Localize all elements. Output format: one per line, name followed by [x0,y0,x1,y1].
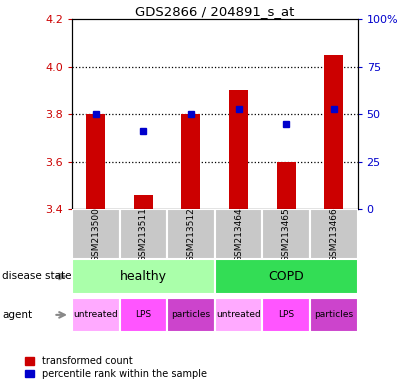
Bar [215,209,262,259]
Text: GSM213512: GSM213512 [187,207,196,262]
Bar [181,114,201,209]
Bar [324,55,343,209]
Title: GDS2866 / 204891_s_at: GDS2866 / 204891_s_at [135,5,294,18]
Bar [215,298,262,332]
Text: untreated: untreated [216,310,261,319]
Bar [120,209,167,259]
Bar [229,91,248,209]
Text: GSM213511: GSM213511 [139,207,148,262]
Bar [72,259,215,294]
Bar [120,298,167,332]
Bar [277,162,296,209]
Text: LPS: LPS [135,310,151,319]
Legend: transformed count, percentile rank within the sample: transformed count, percentile rank withi… [25,356,207,379]
Bar [86,114,105,209]
Text: LPS: LPS [278,310,294,319]
Text: particles: particles [171,310,210,319]
Bar [262,209,310,259]
Bar [215,259,358,294]
Bar [167,298,215,332]
Text: GSM213466: GSM213466 [329,207,338,262]
Bar [134,195,153,209]
Bar [72,209,120,259]
Bar [310,298,358,332]
Text: GSM213465: GSM213465 [282,207,291,262]
Text: untreated: untreated [73,310,118,319]
Bar [310,209,358,259]
Text: disease state: disease state [2,271,72,281]
Bar [72,298,120,332]
Text: COPD: COPD [268,270,304,283]
Bar [167,209,215,259]
Bar [262,298,310,332]
Text: GSM213464: GSM213464 [234,207,243,262]
Text: GSM213500: GSM213500 [91,207,100,262]
Text: agent: agent [2,310,32,320]
Text: healthy: healthy [120,270,167,283]
Text: particles: particles [314,310,353,319]
